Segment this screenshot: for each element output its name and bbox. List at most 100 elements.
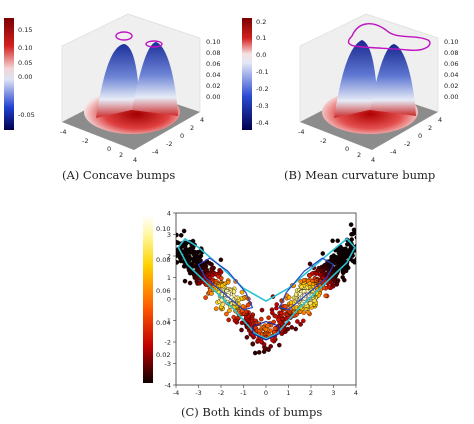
surface-bump-left-b — [334, 40, 378, 118]
surface-bump-right-b — [370, 44, 416, 116]
y-tick-label-a: 4 — [200, 116, 204, 124]
y-tick-label: 4 — [167, 209, 171, 217]
scatter-point — [158, 233, 162, 237]
scatter-point — [307, 261, 313, 267]
colorbar-c-tick-label: 0.08 — [156, 256, 170, 264]
scatter-point — [176, 254, 177, 257]
contour-ring-b — [347, 23, 431, 52]
colorbar-a-tick-label: 0.10 — [18, 44, 32, 52]
scatter-point — [273, 314, 278, 319]
scatter-point — [226, 317, 231, 323]
scatter-point — [176, 260, 180, 265]
scatter-plot-both-bumps: 0.10 0.08 0.06 0.04 0.02 -4 -3 -2 -1 0 1 2 3 4 4… — [143, 209, 360, 397]
y-tick-label-b: -4 — [390, 148, 396, 156]
y-tick-label: -3 — [165, 360, 171, 368]
contour-bottom-ring — [251, 321, 281, 341]
scatter-point — [244, 335, 250, 340]
scatter-point — [181, 228, 187, 234]
colorbar-a — [4, 18, 14, 130]
scatter-point — [256, 350, 262, 355]
scatter-point — [252, 350, 258, 356]
colorbar-a-tick-label: -0.05 — [18, 111, 35, 119]
contour-outer — [177, 238, 356, 340]
colorbar-b — [242, 18, 252, 130]
scatter-point — [209, 262, 214, 267]
y-tick-label: 1 — [167, 274, 171, 282]
z-tick-label-b: 0.08 — [444, 49, 458, 57]
scatter-point — [355, 236, 356, 240]
colorbar-a-tick-label: 0.00 — [18, 73, 32, 81]
scatter-point — [357, 227, 360, 231]
x-tick-label: 0 — [264, 389, 268, 397]
scatter-point — [218, 257, 224, 263]
y-tick-label: 2 — [167, 252, 171, 260]
y-tick-label-b: -2 — [404, 140, 410, 148]
x-axis-c: -4 -3 -2 -1 0 1 2 3 4 — [173, 385, 358, 397]
scatter-point — [245, 302, 251, 308]
colorbar-c — [143, 215, 153, 383]
scatter-point — [190, 245, 196, 250]
x-tick-label-b: -2 — [320, 137, 326, 145]
x-tick-label: 4 — [354, 389, 358, 397]
scatter-point — [355, 244, 356, 249]
colorbar-b-tick-label: 0.2 — [256, 18, 266, 26]
surface-bump-right-a — [132, 42, 178, 116]
y-tick-label-a: -4 — [152, 148, 158, 156]
scatter-point — [231, 314, 236, 320]
scatter-point — [349, 232, 354, 237]
z-tick-label-a: 0.08 — [206, 49, 220, 57]
colorbar-a-tick-label: 0.05 — [18, 59, 32, 67]
surface-plot-mean-curvature-bump: 0.2 0.1 0.0 -0.1 -0.2 -0.3 -0.4 0.10 0.0… — [242, 13, 458, 164]
scatter-point — [266, 315, 271, 320]
scatter-point — [330, 238, 335, 244]
scatter-point — [357, 248, 360, 252]
z-axis-a: 0.10 0.08 0.06 0.04 0.02 0.00 — [206, 38, 220, 101]
colorbar-b-tick-label: -0.2 — [256, 85, 269, 93]
y-tick-label: -2 — [165, 338, 171, 346]
scatter-point — [250, 341, 256, 346]
scatter-point — [209, 291, 214, 296]
colorbar-a-tick-label: 0.15 — [18, 26, 32, 34]
colorbar-b-tick-label: -0.3 — [256, 102, 269, 110]
x-tick-label-b: -4 — [298, 128, 304, 136]
scatter-point — [224, 311, 229, 317]
y-tick-label: -1 — [165, 317, 171, 325]
x-tick-label: 3 — [331, 389, 335, 397]
scatter-point — [213, 306, 219, 311]
x-tick-label: 1 — [286, 389, 290, 397]
x-tick-label-a: -2 — [82, 137, 88, 145]
z-tick-label-a: 0.00 — [206, 93, 220, 101]
z-tick-label-a: 0.06 — [206, 60, 220, 68]
x-tick-label-a: -4 — [60, 128, 66, 136]
scatter-point — [295, 319, 300, 324]
scatter-point — [220, 302, 226, 307]
colorbar-c-tick-label: 0.02 — [156, 351, 170, 359]
scatter-point — [323, 293, 328, 299]
scatter-point — [301, 318, 306, 324]
scatter-point — [358, 236, 360, 240]
scatter-point — [178, 233, 184, 238]
scatter-point — [276, 317, 281, 322]
scatter-point — [340, 270, 346, 276]
colorbar-b-tick-label: 0.0 — [256, 51, 266, 59]
scatter-point — [239, 289, 245, 295]
contour-lines — [177, 238, 356, 341]
y-tick-label: 0 — [167, 295, 171, 303]
scatter-point — [289, 325, 294, 330]
y-tick-label-b: 4 — [438, 116, 442, 124]
colorbar-b-tick-label: -0.4 — [256, 119, 269, 127]
z-tick-label-a: 0.04 — [206, 71, 220, 79]
scatter-point — [203, 295, 208, 300]
scatter-point — [349, 237, 354, 242]
colorbar-b-tick-label: 0.1 — [256, 34, 266, 42]
y-tick-label-a: 0 — [180, 132, 184, 140]
x-axis-a: -4 -2 0 2 4 — [60, 128, 137, 164]
colorbar-b-tick-label: -0.1 — [256, 68, 269, 76]
scatter-point — [219, 276, 224, 281]
scatter-point — [354, 235, 356, 240]
plot-area-c — [175, 212, 357, 386]
scatter-point — [293, 326, 298, 332]
x-tick-label: -1 — [240, 389, 246, 397]
x-tick-label-b: 2 — [357, 151, 361, 159]
x-tick-label: -2 — [218, 389, 224, 397]
